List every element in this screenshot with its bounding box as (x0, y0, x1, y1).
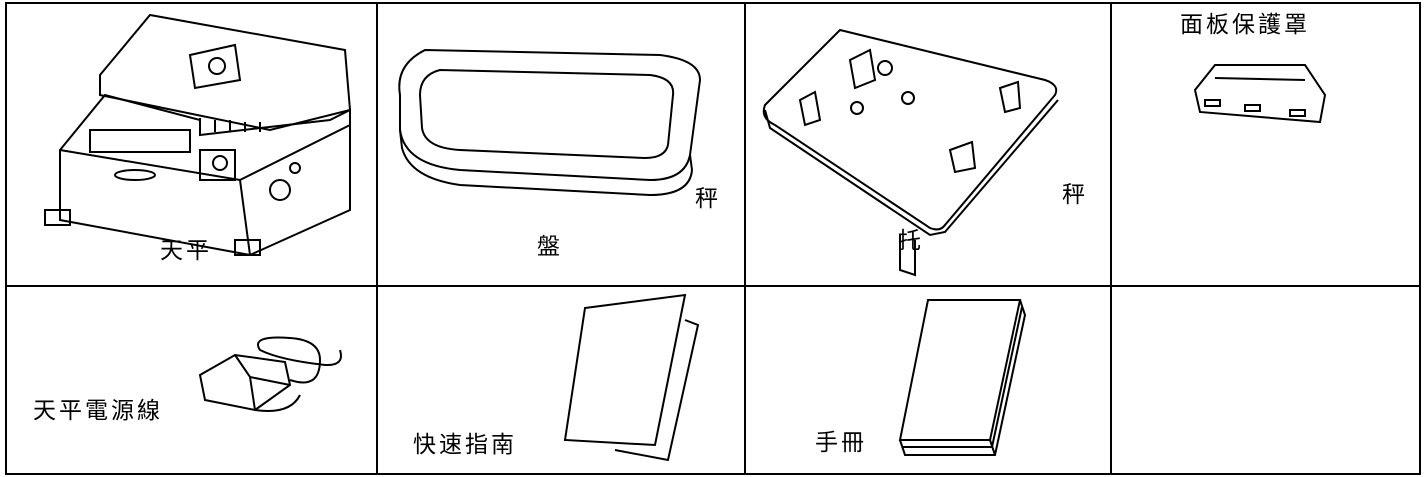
cell-label: 天平電源線 (33, 398, 163, 424)
cell-label: 快速指南 (413, 432, 517, 458)
holder-illustration (762, 28, 1059, 277)
manual-illustration (898, 299, 1027, 456)
cell-label: 秤 (1062, 182, 1088, 208)
guide-illustration (563, 293, 700, 462)
balance-illustration (44, 13, 352, 257)
pan-illustration (398, 48, 702, 197)
cell-label: 面板保護罩 (1180, 12, 1310, 38)
adapter-illustration (198, 336, 342, 412)
cell-label: 托 (898, 228, 924, 254)
cell-label: 手冊 (815, 430, 867, 456)
cell-label: 天平 (160, 238, 212, 264)
cover-illustration (1193, 64, 1327, 124)
cell-label: 盤 (537, 234, 563, 260)
cell-label: 秤 (695, 186, 721, 212)
table-grid (5, 2, 1421, 475)
